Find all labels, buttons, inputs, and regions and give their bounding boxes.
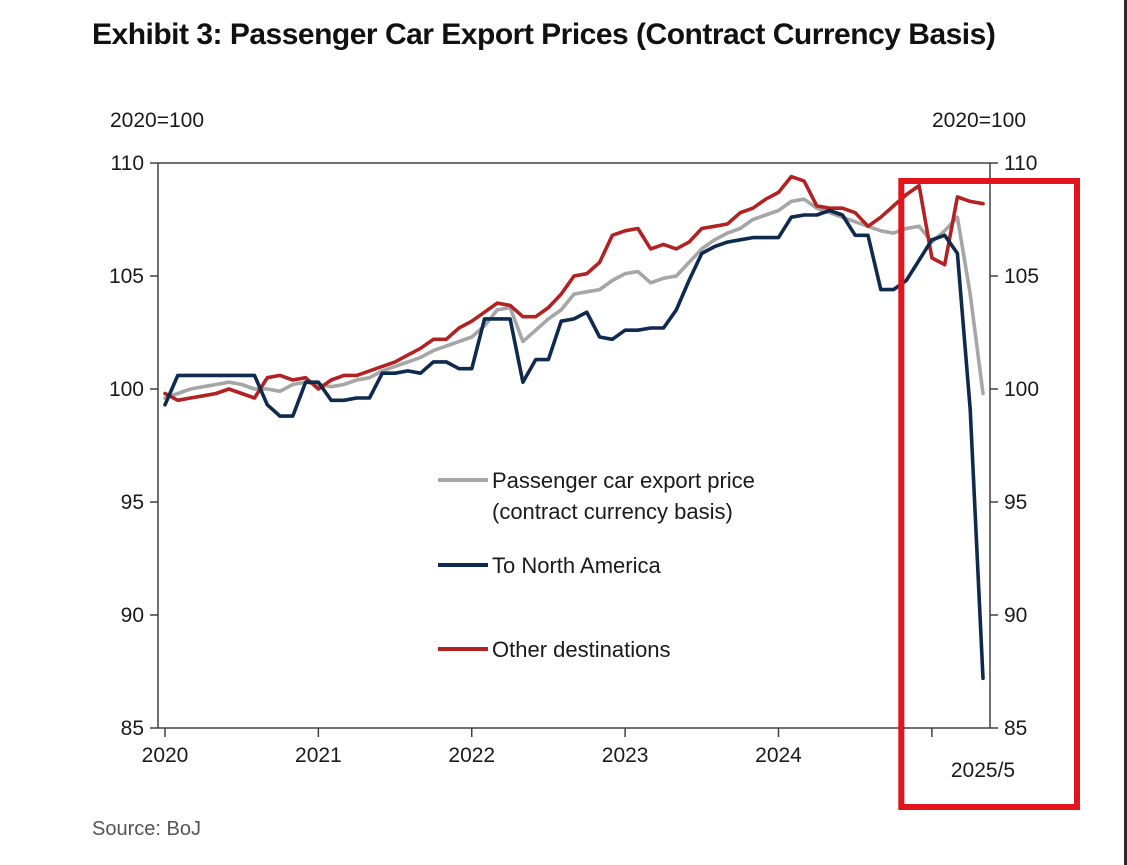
- x-tick-label: 2024: [755, 744, 802, 767]
- y-tick-label-right: 110: [1004, 152, 1037, 175]
- series-line-other-destinations: [163, 174, 985, 403]
- chart-title: Exhibit 3: Passenger Car Export Prices (…: [92, 18, 996, 51]
- y-tick-label-right: 85: [1004, 717, 1027, 740]
- y-tick-label-right: 90: [1004, 604, 1027, 627]
- y-tick-label-right: 100: [1004, 378, 1039, 401]
- x-tick-label: 2025/5: [951, 759, 1015, 782]
- left-axis-unit: 2020=100: [110, 109, 205, 132]
- legend-item-export-price: Passenger car export price (contract curr…: [438, 468, 755, 524]
- series-layer: [163, 174, 985, 681]
- y-tick-label-left: 110: [111, 152, 144, 175]
- right-edge-border: [1124, 0, 1127, 865]
- series-line-north-america: [163, 208, 985, 681]
- axes: 85 85 90 90 95 95 100 100 105 105 110 110 2020 2021 20…: [109, 152, 1039, 782]
- y-tick-label-left: 85: [121, 717, 144, 740]
- y-tick-label-left: 105: [109, 265, 144, 288]
- y-tick-label-right: 95: [1004, 491, 1027, 514]
- legend: Passenger car export price (contract curr…: [438, 468, 755, 662]
- legend-label: Passenger car export price: [492, 468, 755, 493]
- y-tick-label-left: 95: [121, 491, 144, 514]
- source-note: Source: BoJ: [92, 818, 201, 840]
- legend-label: (contract currency basis): [492, 499, 733, 524]
- legend-item-north-america: To North America: [438, 553, 661, 578]
- legend-item-other-destinations: Other destinations: [438, 637, 671, 662]
- legend-label: To North America: [492, 553, 661, 578]
- y-tick-label-left: 90: [121, 604, 144, 627]
- x-tick-label: 2022: [448, 744, 495, 767]
- x-tick-label: 2020: [142, 744, 189, 767]
- y-tick-label-right: 105: [1004, 265, 1039, 288]
- y-tick-label-left: 100: [109, 378, 144, 401]
- series-line-export-price: [163, 197, 985, 400]
- highlight-box: [898, 178, 1080, 810]
- x-tick-label: 2021: [295, 744, 342, 767]
- right-axis-unit: 2020=100: [932, 109, 1027, 132]
- highlight-layer: [898, 178, 1080, 810]
- x-tick-label: 2023: [602, 744, 649, 767]
- legend-label: Other destinations: [492, 637, 671, 662]
